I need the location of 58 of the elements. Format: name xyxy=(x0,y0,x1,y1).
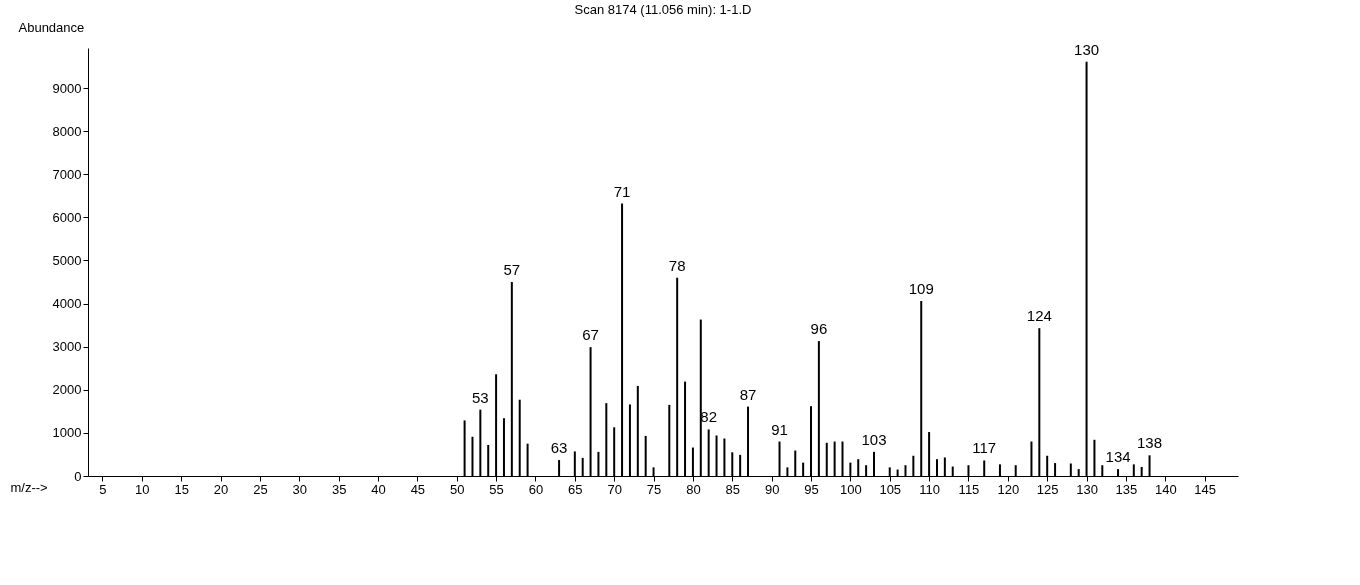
x-tick-label: 120 xyxy=(997,481,1020,497)
y-axis-title: Abundance xyxy=(18,19,85,35)
y-tick-label: 2000 xyxy=(52,382,82,398)
x-tick-label: 90 xyxy=(764,481,780,497)
x-tick-label: 70 xyxy=(607,481,622,497)
x-tick-label: 115 xyxy=(958,481,980,497)
x-tick-label: 85 xyxy=(725,481,741,497)
annotation: 117 xyxy=(972,439,997,457)
y-tick-label: 8000 xyxy=(52,123,82,139)
x-tick-label: 20 xyxy=(213,481,229,497)
y-tick-label: 0 xyxy=(74,468,82,484)
x-axis-title: m/z--> xyxy=(10,479,48,495)
y-tick-label: 9000 xyxy=(52,80,82,96)
x-tick-label: 10 xyxy=(135,481,150,497)
x-tick-label: 110 xyxy=(919,481,940,497)
y-tick-label: 7000 xyxy=(52,166,82,182)
x-tick-label: 130 xyxy=(1076,481,1098,497)
annotation: 109 xyxy=(908,280,934,298)
y-tick-label: 3000 xyxy=(52,339,82,355)
annotation: 57 xyxy=(503,261,521,279)
x-tick-label: 145 xyxy=(1194,481,1217,497)
annotation: 96 xyxy=(810,320,828,338)
annotation: 71 xyxy=(613,182,631,200)
annotation: 78 xyxy=(668,256,686,274)
annotation: 63 xyxy=(550,439,568,457)
annotation: 124 xyxy=(1026,307,1052,325)
annotation: 130 xyxy=(1074,40,1100,58)
annotation: 87 xyxy=(739,385,757,403)
x-tick-label: 95 xyxy=(804,481,819,497)
x-tick-label: 60 xyxy=(528,481,544,497)
x-tick-label: 105 xyxy=(879,481,902,497)
x-tick-label: 140 xyxy=(1154,481,1177,497)
x-tick-label: 30 xyxy=(292,481,308,497)
annotation: 134 xyxy=(1105,448,1131,466)
x-tick-label: 80 xyxy=(686,481,701,497)
x-tick-label: 25 xyxy=(253,481,268,497)
x-tick-label: 65 xyxy=(568,481,583,497)
y-tick-label: 5000 xyxy=(52,252,82,268)
annotation: 103 xyxy=(861,430,887,448)
x-tick-label: 125 xyxy=(1036,481,1059,497)
annotation: 91 xyxy=(771,420,788,438)
x-tick-label: 40 xyxy=(371,481,386,497)
annotation: 67 xyxy=(582,326,599,344)
x-tick-label: 50 xyxy=(449,481,465,497)
x-tick-label: 5 xyxy=(99,481,107,497)
y-tick-label: 1000 xyxy=(52,425,82,441)
annotation: 138 xyxy=(1137,434,1163,452)
x-tick-label: 45 xyxy=(410,481,426,497)
chart-title: Scan 8174 (11.056 min): 1-1.D xyxy=(574,2,752,17)
x-tick-label: 75 xyxy=(646,481,662,497)
x-tick-label: 15 xyxy=(174,481,189,497)
y-tick-label: 4000 xyxy=(52,296,82,312)
y-tick-label: 6000 xyxy=(52,209,82,225)
x-tick-label: 35 xyxy=(331,481,347,497)
annotation: 53 xyxy=(472,388,489,406)
x-tick-label: 135 xyxy=(1115,481,1138,497)
x-tick-label: 100 xyxy=(840,481,862,497)
x-tick-label: 55 xyxy=(489,481,504,497)
